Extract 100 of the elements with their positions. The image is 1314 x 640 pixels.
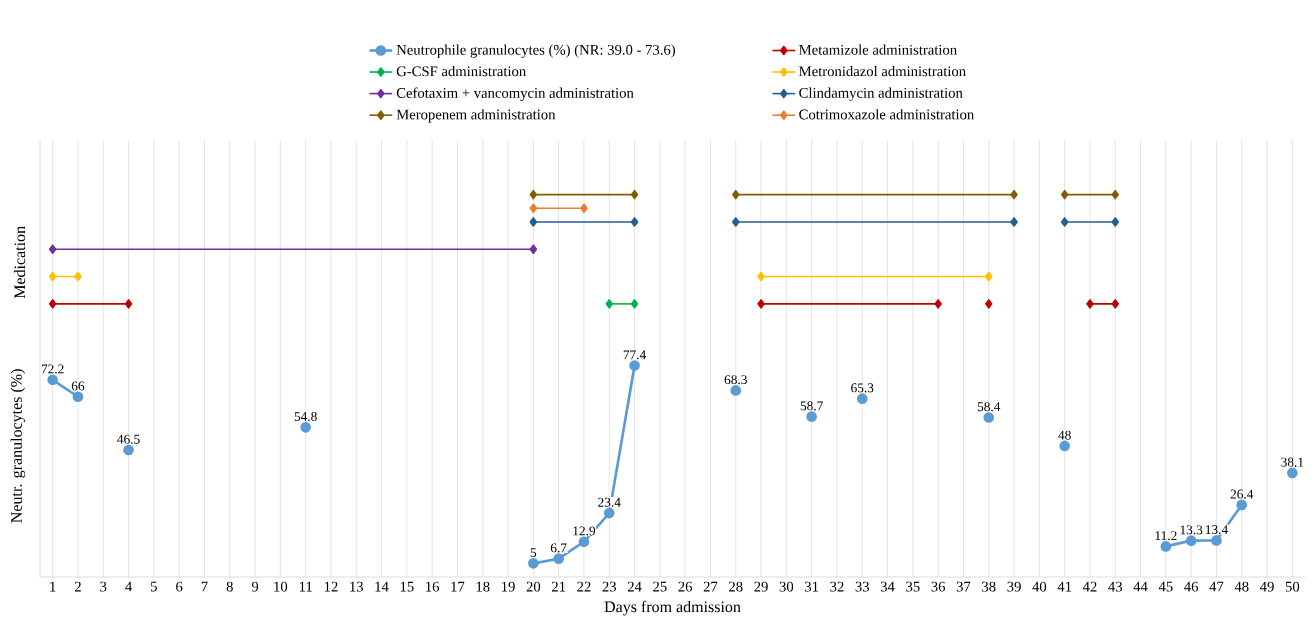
data-label: 23.4 [598,497,621,507]
data-label: 58.7 [800,401,823,411]
point [1010,217,1018,227]
x-tick-label: 47 [1209,581,1224,592]
point [1059,440,1070,452]
x-tick-label: 6 [176,581,183,592]
x-tick-label: 1 [50,581,56,592]
point [529,244,538,255]
point [856,393,868,404]
point [529,203,538,214]
data-label: 48 [1058,430,1071,440]
x-tick-label: 31 [805,581,819,592]
x-tick-label: 11 [299,581,312,592]
data-label: 72.2 [41,364,64,374]
point [72,391,84,403]
point [605,299,614,309]
point [124,299,133,309]
data-label: 77.4 [623,350,647,360]
x-tick-label: 34 [880,581,895,592]
x-tick-label: 19 [502,581,515,592]
x-tick-label: 26 [678,581,693,592]
point [580,203,588,214]
point [300,421,311,433]
x-tick-label: 4 [125,581,132,592]
point [578,536,590,548]
data-label: 54.8 [294,412,317,422]
data-label: 13.4 [1205,525,1228,535]
point [630,299,639,309]
x-tick-label: 30 [779,581,794,592]
point [47,374,58,386]
x-tick-label: 23 [602,581,617,592]
point [48,244,57,255]
y-axis-title: Neutr. granulocytes (%) [10,369,26,523]
data-label: 26.4 [1230,489,1254,499]
x-tick-label: 41 [1057,581,1072,592]
x-tick-label: 45 [1158,581,1173,592]
x-tick-label: 16 [426,581,440,592]
legend-label: Neutrophile granulocytes (%) (NR: 39.0 - 73.6) [396,44,676,58]
x-tick-label: 28 [729,581,743,592]
point [1060,189,1069,200]
data-label: 12.9 [573,526,596,536]
point [806,411,817,423]
legend-label: Cotrimoxazole administration [799,109,975,120]
point [757,271,765,282]
x-tick-label: 25 [653,581,667,592]
point [48,271,57,282]
point [629,360,640,371]
point [984,271,993,282]
legend-label: Meropenem administration [396,109,556,123]
x-tick-label: 12 [324,581,338,592]
data-label: 58.4 [977,402,1001,412]
point [730,385,742,396]
legend-label: Metronidazol administration [799,65,966,77]
point [48,299,57,309]
x-tick-label: 49 [1260,581,1274,592]
point [553,553,564,565]
x-tick-label: 35 [906,581,920,592]
data-label: 65.3 [851,383,874,393]
point [1111,189,1120,200]
point [1211,535,1222,546]
x-tick-label: 2 [74,581,81,592]
data-label: 38.1 [1281,457,1304,467]
x-tick-label: 15 [400,581,414,592]
legend-label: G-CSF administration [396,65,526,77]
x-tick-label: 37 [956,581,971,592]
point [1060,217,1069,227]
x-tick-label: 44 [1133,581,1148,592]
x-tick-label: 33 [855,581,870,592]
point [1010,189,1018,200]
point [731,189,740,200]
point [603,507,615,519]
x-tick-label: 7 [201,581,208,592]
point [74,271,82,282]
data-label: 46.5 [117,434,140,444]
x-tick-label: 48 [1234,581,1249,592]
x-tick-label: 40 [1032,581,1047,592]
data-label: 5 [530,548,537,558]
text: Medication [13,226,26,299]
x-tick-label: 21 [551,581,566,592]
x-tick-label: 39 [1007,581,1021,592]
legend-label: Metamizole administration [799,44,957,55]
x-tick-label: 32 [830,581,844,592]
point [983,412,995,423]
point [1111,299,1120,309]
x-tick-label: 14 [375,581,389,592]
point [731,217,740,227]
x-tick-label: 5 [151,581,157,592]
x-tick-label: 13 [350,581,364,592]
legend-label: Clindamycin administration [799,87,963,101]
point [984,299,993,309]
x-tick-label: 50 [1285,581,1300,592]
x-tick-label: 3 [100,581,107,592]
point [1236,499,1248,511]
point [1160,541,1172,552]
point [630,217,639,227]
point [1287,467,1298,479]
point [529,189,538,200]
x-tick-label: 36 [931,581,946,592]
data-label: 11.2 [1155,531,1177,541]
x-tick-label: 46 [1184,581,1199,592]
